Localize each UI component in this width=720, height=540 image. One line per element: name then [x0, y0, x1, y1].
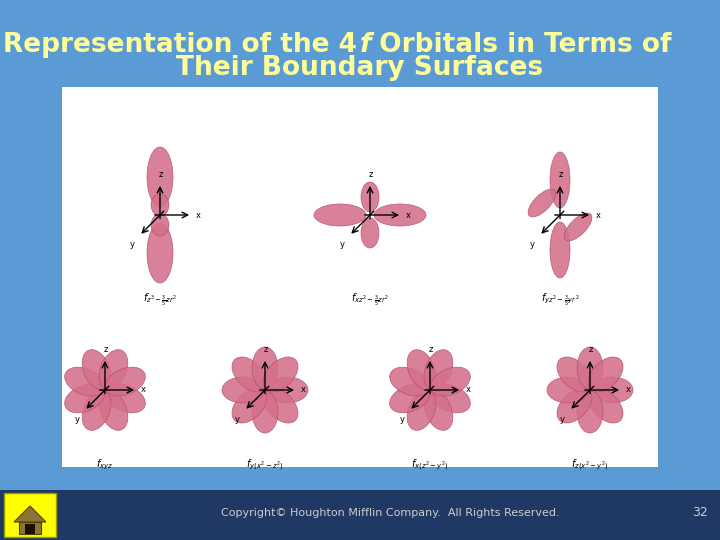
Text: y: y	[130, 240, 135, 249]
Text: $f_{z(x^2-y^2)}$: $f_{z(x^2-y^2)}$	[572, 457, 608, 472]
Ellipse shape	[424, 390, 453, 430]
Ellipse shape	[82, 390, 111, 430]
Text: y: y	[75, 415, 80, 424]
Text: y: y	[400, 415, 405, 424]
Ellipse shape	[390, 384, 430, 413]
Ellipse shape	[99, 390, 128, 430]
Ellipse shape	[550, 222, 570, 278]
Text: Representation of the 4: Representation of the 4	[3, 32, 357, 58]
Ellipse shape	[431, 384, 470, 413]
Text: y: y	[235, 415, 240, 424]
Text: Orbitals in Terms of: Orbitals in Terms of	[370, 32, 672, 58]
Ellipse shape	[390, 367, 430, 396]
Ellipse shape	[591, 377, 633, 403]
Bar	[4, 493, 56, 537]
Text: $f_{x(z^2-y^2)}$: $f_{x(z^2-y^2)}$	[411, 457, 449, 472]
Ellipse shape	[105, 367, 145, 396]
Ellipse shape	[407, 390, 436, 430]
Text: z: z	[559, 170, 563, 179]
Text: $f_{xyz}$: $f_{xyz}$	[96, 458, 114, 472]
Ellipse shape	[82, 349, 111, 390]
Ellipse shape	[151, 194, 169, 216]
Ellipse shape	[577, 347, 603, 389]
Text: 32: 32	[692, 507, 708, 519]
Ellipse shape	[314, 204, 366, 226]
Ellipse shape	[528, 189, 556, 217]
Text: y: y	[560, 415, 565, 424]
Text: $f_{y(x^2-z^2)}$: $f_{y(x^2-z^2)}$	[246, 457, 284, 472]
Ellipse shape	[147, 223, 173, 283]
Ellipse shape	[252, 391, 278, 433]
Ellipse shape	[407, 349, 436, 390]
Ellipse shape	[361, 218, 379, 248]
Text: z: z	[264, 345, 268, 354]
Ellipse shape	[547, 377, 589, 403]
Text: z: z	[159, 170, 163, 179]
Text: x: x	[406, 211, 411, 219]
Ellipse shape	[263, 388, 298, 423]
Ellipse shape	[374, 204, 426, 226]
Ellipse shape	[99, 349, 128, 390]
Text: x: x	[596, 211, 601, 219]
Bar	[25, 524, 35, 534]
Text: y: y	[340, 240, 345, 249]
Text: $f_{z^3-\frac{3}{5}zr^2}$: $f_{z^3-\frac{3}{5}zr^2}$	[143, 292, 177, 308]
Ellipse shape	[105, 384, 145, 413]
Text: x: x	[301, 386, 306, 395]
Ellipse shape	[263, 357, 298, 392]
Ellipse shape	[550, 152, 570, 208]
Ellipse shape	[232, 357, 267, 392]
Ellipse shape	[65, 384, 104, 413]
Ellipse shape	[266, 377, 308, 403]
Text: $f_{xz^2-\frac{3}{5}zr^2}$: $f_{xz^2-\frac{3}{5}zr^2}$	[351, 292, 389, 308]
Text: x: x	[466, 386, 471, 395]
Ellipse shape	[424, 349, 453, 390]
Ellipse shape	[557, 357, 592, 392]
Text: z: z	[369, 170, 373, 179]
Text: Copyright© Houghton Mifflin Company.  All Rights Reserved.: Copyright© Houghton Mifflin Company. All…	[221, 508, 559, 518]
Bar	[62, 87, 658, 467]
Text: z: z	[589, 345, 593, 354]
Ellipse shape	[222, 377, 264, 403]
Bar	[19, 522, 41, 534]
Ellipse shape	[431, 367, 470, 396]
Text: z: z	[104, 345, 108, 354]
Text: $f_{yz^2-\frac{3}{5}yr^2}$: $f_{yz^2-\frac{3}{5}yr^2}$	[541, 292, 580, 308]
Ellipse shape	[147, 147, 173, 207]
Text: Their Boundary Surfaces: Their Boundary Surfaces	[176, 55, 544, 81]
Text: x: x	[626, 386, 631, 395]
Ellipse shape	[252, 347, 278, 389]
Text: f: f	[360, 32, 372, 58]
Ellipse shape	[557, 388, 592, 423]
Ellipse shape	[588, 388, 623, 423]
Text: z: z	[429, 345, 433, 354]
Polygon shape	[14, 506, 46, 522]
Text: x: x	[196, 211, 201, 219]
Ellipse shape	[577, 391, 603, 433]
Ellipse shape	[588, 357, 623, 392]
Text: y: y	[530, 240, 535, 249]
Text: x: x	[141, 386, 146, 395]
Ellipse shape	[65, 367, 104, 396]
Ellipse shape	[361, 182, 379, 212]
Ellipse shape	[232, 388, 267, 423]
Ellipse shape	[151, 214, 169, 236]
Ellipse shape	[564, 213, 592, 241]
Bar	[0, 490, 720, 540]
